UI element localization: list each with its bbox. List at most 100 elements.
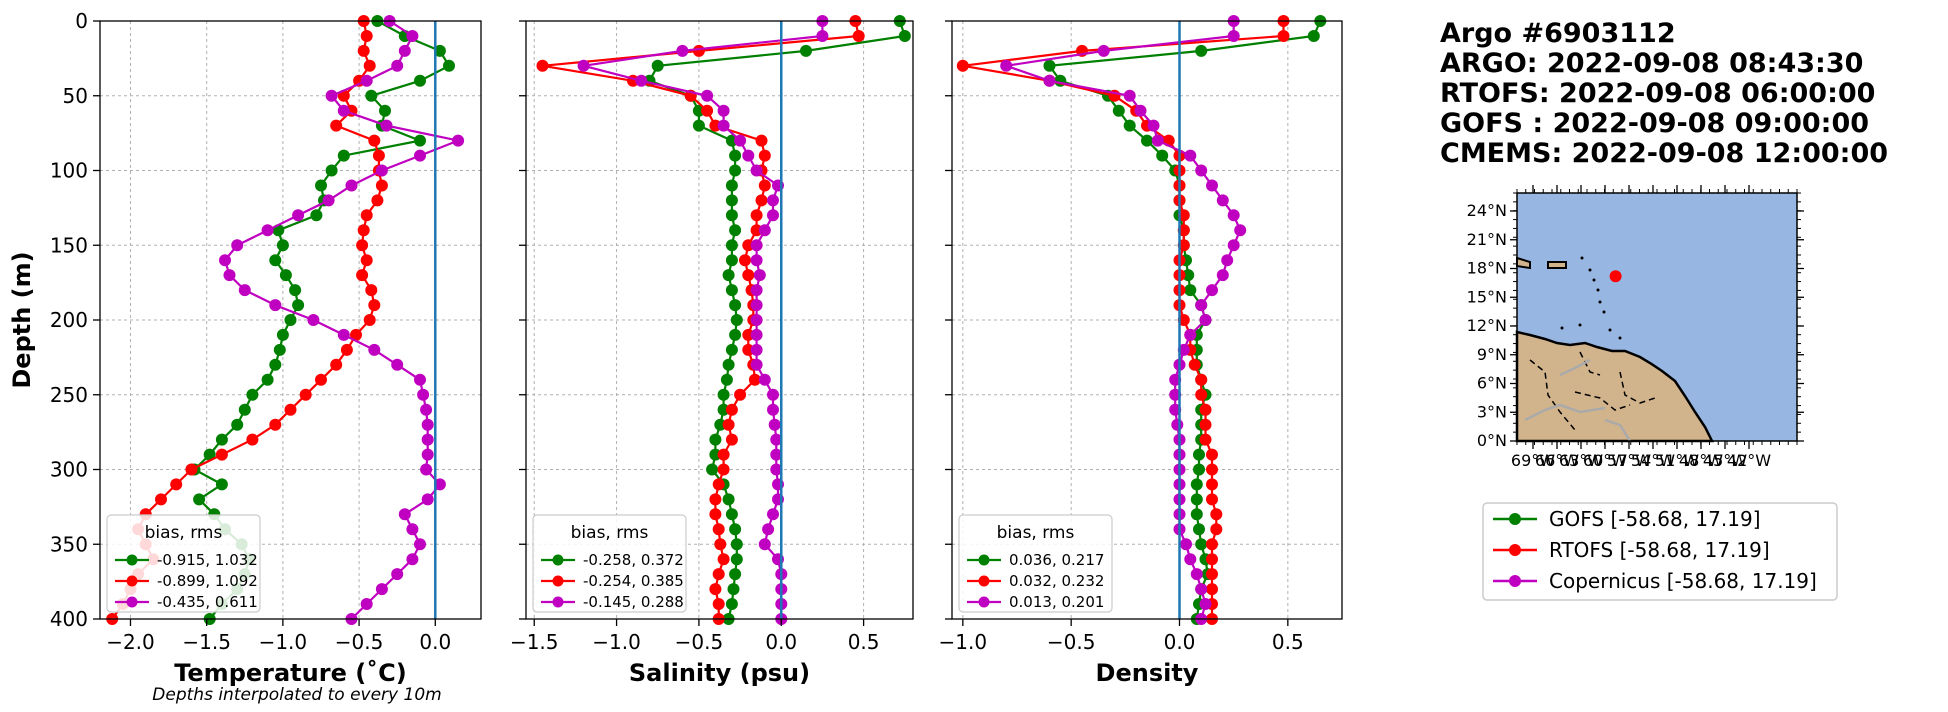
data-point — [725, 239, 738, 252]
data-point — [722, 269, 735, 282]
data-point — [1141, 134, 1153, 147]
data-point — [739, 254, 751, 267]
data-point — [758, 179, 771, 192]
data-point — [750, 314, 763, 326]
map-lat-label: 24°N — [1467, 201, 1507, 220]
data-point — [1199, 433, 1212, 446]
data-point — [269, 299, 282, 312]
data-point — [1195, 44, 1208, 57]
data-point — [956, 59, 969, 72]
data-point — [750, 164, 763, 177]
data-point — [363, 314, 376, 326]
data-point — [729, 299, 742, 312]
data-point — [635, 74, 648, 87]
data-point — [391, 59, 404, 72]
map-lon-label: 51°W — [1655, 451, 1699, 470]
data-point — [767, 209, 779, 222]
data-point — [734, 388, 747, 401]
data-point — [755, 134, 768, 147]
legend-entry: -0.915, 1.032 — [115, 551, 258, 569]
data-point — [1171, 418, 1184, 431]
legend-swatch-marker — [978, 554, 990, 566]
data-point — [701, 89, 714, 102]
data-point — [729, 568, 742, 581]
data-point — [692, 119, 705, 132]
data-point — [357, 44, 370, 57]
legend-swatch-marker — [126, 596, 138, 608]
data-point — [1123, 119, 1136, 132]
data-point — [443, 59, 455, 72]
float-info: Argo #6903112 ARGO: 2022-09-08 08:43:30 … — [1440, 18, 1888, 169]
data-point — [742, 239, 755, 252]
data-point — [706, 463, 719, 476]
data-point — [231, 418, 244, 431]
data-point — [1097, 44, 1110, 57]
legend-entry: -0.145, 0.288 — [541, 593, 684, 611]
map-lon-label: 57°W — [1607, 451, 1651, 470]
data-point — [676, 44, 689, 57]
interpolation-note: Depths interpolated to every 10m — [152, 685, 441, 705]
legend-entry: -0.899, 1.092 — [115, 572, 258, 590]
map-lat-label: 6°N — [1477, 374, 1507, 393]
data-point — [310, 209, 323, 222]
data-point — [725, 194, 738, 207]
data-point — [1184, 284, 1197, 297]
data-point — [380, 119, 393, 132]
data-point — [356, 269, 369, 282]
data-point — [276, 328, 289, 341]
data-point — [709, 493, 722, 506]
x-tick-label: −1.5 — [182, 630, 231, 654]
data-point — [753, 269, 766, 282]
data-point — [337, 149, 350, 162]
model-legend-frame — [1482, 502, 1838, 601]
y-tick-label: 300 — [50, 458, 88, 482]
legend-label: 0.032, 0.232 — [1009, 572, 1104, 590]
map-lat-label: 3°N — [1477, 402, 1507, 421]
data-point — [356, 239, 369, 252]
data-point — [1190, 568, 1203, 581]
data-point — [1199, 418, 1212, 431]
data-point — [420, 403, 433, 416]
data-point — [717, 403, 730, 416]
series-0-435-0-611 — [219, 15, 465, 625]
data-point — [742, 149, 755, 162]
legend-title: bias, rms — [145, 523, 223, 543]
legend: bias, rms -0.915, 1.032 -0.899, 1.092 -0.43… — [106, 514, 261, 613]
data-point — [223, 269, 236, 282]
data-point — [452, 134, 465, 147]
legend-label: -0.915, 1.032 — [157, 551, 258, 569]
data-point — [748, 373, 761, 386]
data-point — [701, 104, 714, 117]
data-point — [725, 403, 738, 416]
data-point — [758, 373, 771, 386]
data-point — [1177, 209, 1190, 222]
data-point — [1134, 104, 1147, 117]
legend-frame — [106, 514, 261, 613]
data-point — [714, 418, 727, 431]
map-lon-label: 66°W — [1535, 451, 1579, 470]
data-point — [433, 478, 446, 491]
data-point — [1227, 30, 1240, 42]
panel-density: −1.0 −0.5 0.0 0.5 Density bias, rms 0.036, 0.2… — [939, 15, 1343, 687]
x-tick-label: 0.5 — [848, 630, 880, 654]
data-point — [357, 224, 370, 237]
data-point — [360, 598, 373, 610]
data-point — [315, 179, 327, 192]
data-point — [1195, 583, 1208, 596]
map-lat-label: 15°N — [1467, 287, 1507, 306]
data-point — [1206, 463, 1218, 476]
x-tick-label: −1.0 — [939, 630, 988, 654]
data-point — [193, 493, 206, 506]
data-point — [1184, 328, 1197, 341]
x-tick-label: −0.5 — [675, 630, 724, 654]
x-axis-label: Density — [1096, 659, 1199, 687]
map-rivers — [1524, 358, 1632, 442]
data-point — [406, 30, 419, 42]
data-point — [398, 44, 411, 57]
data-point — [340, 343, 353, 356]
location-map: 24°N 21°N 18°N 15°N 12°N 9°N 6°N 3°N 0°N 69°W66°… — [1467, 185, 1804, 470]
data-point — [1177, 343, 1190, 356]
data-point — [246, 433, 259, 446]
y-tick-label: 200 — [50, 308, 88, 332]
data-point — [717, 119, 730, 132]
